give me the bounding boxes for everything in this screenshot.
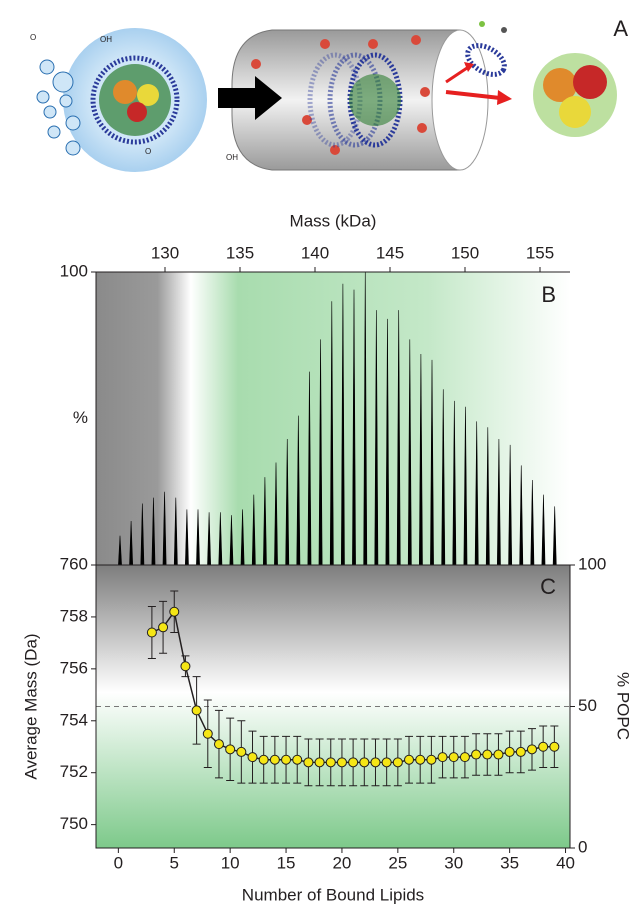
point — [426, 754, 437, 765]
point — [158, 622, 169, 633]
x-tick-label: 30 — [444, 853, 463, 872]
x-tick-label: 40 — [556, 853, 575, 872]
point — [526, 744, 537, 755]
point — [292, 754, 303, 765]
point — [471, 749, 482, 760]
illustration — [36, 21, 617, 172]
point — [269, 754, 280, 765]
y-tick-label: 760 — [60, 554, 88, 573]
panel-label: B — [541, 282, 556, 307]
y2-axis-title: % POPC — [614, 672, 633, 740]
y-tick-label: 750 — [60, 814, 88, 833]
point — [336, 757, 347, 768]
y2-tick-label: 50 — [578, 696, 597, 715]
point — [258, 754, 269, 765]
chem-label: OH — [100, 35, 112, 44]
point — [359, 757, 370, 768]
point — [404, 754, 415, 765]
y-tick-label: 752 — [60, 762, 88, 781]
x-tick-label: 0 — [114, 853, 123, 872]
x-tick-label: 155 — [526, 243, 554, 262]
point — [549, 741, 560, 752]
point — [515, 746, 526, 757]
x-tick-label: 10 — [221, 853, 240, 872]
point — [381, 757, 392, 768]
point — [392, 757, 403, 768]
point — [202, 728, 213, 739]
point — [370, 757, 381, 768]
y-tick-label: 758 — [60, 606, 88, 625]
x-tick-label: 20 — [332, 853, 351, 872]
panel-label: C — [540, 574, 556, 599]
x-tick-label: 145 — [376, 243, 404, 262]
x-axis-title: Mass (kDa) — [290, 211, 377, 230]
x-tick-label: 135 — [226, 243, 254, 262]
y-axis-title: Average Mass (Da) — [21, 633, 40, 779]
point — [348, 757, 359, 768]
point — [538, 741, 549, 752]
y-tick-label: 100 — [60, 261, 88, 280]
point — [213, 739, 224, 750]
x-tick-label: 130 — [151, 243, 179, 262]
y2-tick-label: 0 — [578, 837, 587, 856]
x-tick-label: 150 — [451, 243, 479, 262]
point — [448, 752, 459, 763]
point — [459, 752, 470, 763]
point — [247, 752, 258, 763]
chem-label: O — [30, 33, 36, 42]
x-tick-label: 25 — [388, 853, 407, 872]
point — [169, 606, 180, 617]
point — [437, 752, 448, 763]
chem-label: OH — [226, 153, 238, 162]
point — [482, 749, 493, 760]
point — [314, 757, 325, 768]
y2-tick-label: 100 — [578, 554, 606, 573]
point — [236, 746, 247, 757]
point — [504, 746, 515, 757]
point — [325, 757, 336, 768]
x-tick-label: 5 — [170, 853, 179, 872]
point — [303, 757, 314, 768]
point — [146, 627, 157, 638]
panel-label: A — [613, 16, 628, 41]
x-tick-label: 35 — [500, 853, 519, 872]
point — [281, 754, 292, 765]
chem-label: O — [145, 147, 151, 156]
y-tick-label: 754 — [60, 710, 88, 729]
point — [493, 749, 504, 760]
point — [180, 661, 191, 672]
point — [225, 744, 236, 755]
point — [415, 754, 426, 765]
x-axis-title: Number of Bound Lipids — [242, 885, 424, 904]
y-axis-title: % — [73, 408, 88, 427]
x-tick-label: 15 — [277, 853, 296, 872]
x-tick-label: 140 — [301, 243, 329, 262]
point — [191, 705, 202, 716]
y-tick-label: 756 — [60, 658, 88, 677]
